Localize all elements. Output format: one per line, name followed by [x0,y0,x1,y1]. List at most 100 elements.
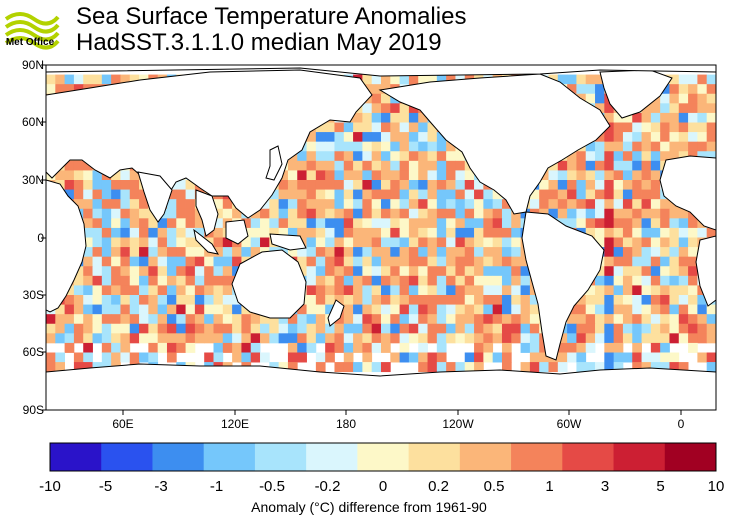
anomaly-cell [678,208,689,219]
anomaly-cell [315,132,326,143]
anomaly-cell [55,314,66,325]
anomaly-cell [585,333,596,344]
anomaly-cell [688,132,698,143]
anomaly-cell [446,141,456,152]
anomaly-cell [418,333,428,344]
anomaly-cell [325,256,335,267]
anomaly-cell [585,84,596,95]
anomaly-cell [315,237,326,248]
anomaly-cell [297,304,307,315]
anomaly-cell [660,93,670,104]
anomaly-cell [120,333,131,344]
anomaly-cell [194,333,205,344]
anomaly-cell [408,285,419,296]
anomaly-cell [111,237,121,248]
anomaly-cell [632,180,642,190]
anomaly-cell [706,141,716,152]
anomaly-cell [678,333,689,344]
anomaly-cell [446,189,456,200]
anomaly-cell [632,112,642,123]
anomaly-cell [64,295,75,305]
anomaly-cell [501,199,512,210]
anomaly-cell [353,141,363,152]
anomaly-cell [622,141,633,152]
anomaly-cell [706,151,716,162]
anomaly-cell [101,189,112,200]
anomaly-cell [185,256,196,267]
anomaly-cell [418,132,428,143]
anomaly-cell [55,352,66,363]
anomaly-cell [706,333,716,344]
anomaly-cell [176,304,186,315]
anomaly-cell [111,275,121,286]
anomaly-cell [129,266,140,277]
anomaly-cell [678,112,689,123]
anomaly-cell [613,304,624,315]
anomaly-cell [595,132,605,143]
anomaly-cell [595,141,605,152]
anomaly-cell [613,218,624,229]
anomaly-cell [287,352,298,363]
colorbar-tick-label: -1 [209,478,224,495]
landmass-west-africa [659,155,716,231]
lat-label-90s: 90S [22,403,44,417]
anomaly-cell [120,342,131,353]
anomaly-cell [595,218,605,229]
anomaly-cell [408,208,419,219]
anomaly-cell [604,266,615,277]
anomaly-cell [474,199,484,210]
anomaly-cell [660,266,670,277]
anomaly-cell [446,227,456,238]
anomaly-cell [120,295,131,305]
anomaly-cell [194,323,205,334]
anomaly-cell [511,285,521,296]
anomaly-cell [139,237,149,248]
anomaly-cell [315,247,326,258]
anomaly-cell [446,362,456,373]
anomaly-cell [595,74,605,85]
anomaly-cell [483,333,494,344]
anomaly-cell [678,314,689,325]
anomaly-cell [306,151,317,162]
anomaly-cell [697,141,708,152]
colorbar-tick-label: -0.5 [259,478,285,495]
anomaly-cell [381,333,391,344]
anomaly-cell [474,208,484,219]
anomaly-cell [446,285,456,296]
anomaly-cell [427,160,438,171]
anomaly-cell [148,295,159,305]
colorbar-tick-label: 3 [600,478,610,495]
anomaly-cell [353,237,363,248]
anomaly-cell [539,189,549,200]
anomaly-cell [120,256,131,267]
anomaly-cell [688,84,698,95]
anomaly-cell [474,285,484,296]
anomaly-cell [55,362,66,373]
anomaly-cell [353,199,363,210]
anomaly-cell [399,285,410,296]
anomaly-cell [678,93,689,104]
anomaly-cell [185,237,196,248]
anomaly-cell [706,304,716,315]
anomaly-cell [334,208,345,219]
anomaly-cell [446,333,456,344]
anomaly-cell [697,103,708,114]
anomaly-cell [650,170,661,181]
anomaly-cell [688,141,698,152]
anomaly-cell [46,74,56,85]
anomaly-cell [650,208,661,219]
anomaly-cell [390,103,401,114]
anomaly-cell [427,256,438,267]
anomaly-cell [455,275,466,286]
anomaly-cell [297,180,307,190]
island-sumatra [193,228,220,255]
anomaly-cell [595,227,605,238]
anomaly-cell [176,208,186,219]
anomaly-cell [697,314,708,325]
anomaly-cell [362,275,373,286]
anomaly-cell [92,275,103,286]
anomaly-cell [632,199,642,210]
anomaly-cell [83,208,93,219]
anomaly-cell [297,333,307,344]
anomaly-cell [585,93,596,104]
